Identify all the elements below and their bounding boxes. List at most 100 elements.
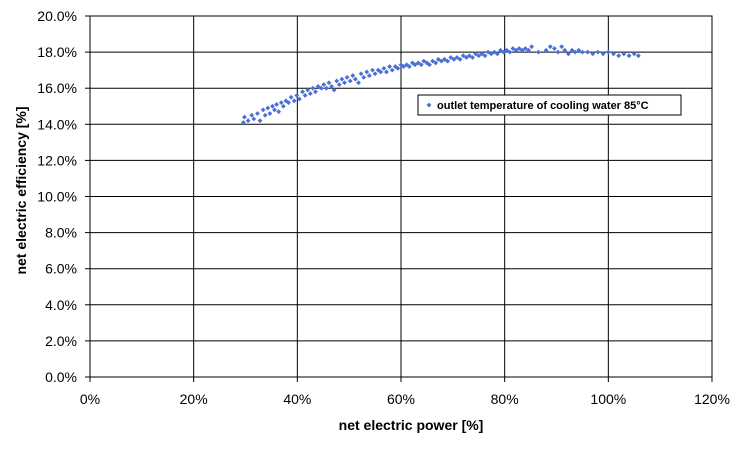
data-point	[580, 49, 585, 55]
y-tick-label: 18.0%	[37, 44, 77, 60]
y-tick-label: 4.0%	[45, 297, 77, 313]
y-tick-label: 14.0%	[37, 116, 77, 132]
data-point	[507, 49, 513, 55]
data-point	[463, 55, 469, 60]
data-point	[242, 114, 247, 120]
data-point	[334, 78, 340, 84]
y-tick-label: 0.0%	[45, 369, 77, 385]
data-point	[516, 46, 522, 51]
data-point	[448, 55, 454, 60]
data-point	[569, 47, 575, 53]
data-point	[398, 62, 404, 68]
data-point	[267, 111, 273, 116]
data-point	[370, 67, 375, 73]
data-point	[356, 80, 361, 86]
y-axis-title: net electric efficiency [%]	[13, 106, 29, 274]
data-point	[605, 49, 611, 55]
y-tick-label: 20.0%	[37, 8, 77, 24]
data-point	[626, 53, 632, 59]
data-point	[329, 83, 334, 89]
data-point	[260, 107, 266, 113]
data-point	[283, 98, 289, 104]
data-point	[364, 69, 370, 75]
data-point	[404, 62, 410, 68]
data-point	[358, 71, 364, 77]
data-point	[415, 60, 421, 66]
data-point	[286, 100, 291, 106]
data-point	[350, 73, 356, 78]
x-axis-title: net electric power [%]	[339, 417, 484, 433]
data-point	[631, 51, 637, 57]
data-point	[313, 89, 318, 95]
data-point	[410, 60, 415, 66]
data-point	[276, 109, 282, 115]
data-point	[451, 56, 457, 62]
data-point	[488, 51, 494, 57]
data-point	[305, 87, 311, 93]
y-tick-label: 2.0%	[45, 333, 77, 349]
data-point	[482, 53, 488, 59]
data-point	[318, 85, 324, 91]
data-point	[387, 64, 392, 69]
data-point	[331, 87, 337, 93]
data-point	[297, 96, 302, 102]
data-point	[460, 53, 466, 59]
y-axis-ticks: 0.0% 2.0% 4.0% 6.0% 8.0% 10.0% 12.0% 14.0% 16.0%…	[37, 8, 90, 385]
y-tick-label: 16.0%	[37, 80, 77, 96]
data-point	[430, 58, 436, 64]
data-point	[280, 103, 286, 109]
data-point	[435, 56, 441, 62]
data-point	[401, 64, 406, 69]
x-tick-label: 60%	[387, 391, 415, 407]
data-point	[501, 49, 507, 55]
data-point	[513, 47, 519, 53]
data-point	[504, 47, 510, 53]
data-point	[272, 107, 277, 113]
data-point	[491, 49, 497, 55]
data-point	[547, 44, 553, 50]
data-point	[473, 51, 479, 57]
grid	[89, 15, 713, 378]
data-point	[300, 89, 305, 95]
data-point	[395, 65, 401, 71]
data-point	[467, 53, 472, 59]
legend-marker	[426, 102, 432, 108]
data-point	[418, 62, 424, 68]
data-point	[498, 47, 503, 53]
data-point	[470, 55, 475, 60]
data-point	[535, 49, 541, 55]
y-tick-label: 10.0%	[37, 189, 77, 205]
data-point	[600, 51, 606, 57]
data-point	[288, 94, 294, 100]
data-point	[427, 62, 432, 68]
data-point	[384, 69, 389, 75]
data-point	[442, 56, 447, 62]
data-point	[245, 118, 251, 124]
data-point	[510, 46, 516, 51]
data-point	[523, 46, 528, 51]
data-point	[294, 93, 300, 98]
data-point	[585, 49, 590, 55]
data-point	[552, 46, 557, 51]
data-point	[454, 55, 460, 60]
data-point	[392, 64, 398, 69]
data-point	[445, 58, 451, 64]
data-point	[361, 74, 367, 80]
x-tick-label: 0%	[80, 391, 100, 407]
data-point	[555, 49, 561, 55]
data-point	[291, 98, 297, 104]
data-point	[307, 91, 313, 97]
data-point	[572, 49, 578, 55]
data-point	[495, 51, 500, 57]
data-point	[433, 60, 439, 66]
data-point	[310, 85, 316, 91]
legend-box	[417, 94, 682, 116]
data-point	[457, 56, 463, 62]
data-point	[372, 71, 378, 77]
legend-label: outlet temperature of cooling water 85°C	[437, 100, 649, 112]
data-point	[265, 105, 271, 111]
data-point	[389, 67, 395, 73]
x-tick-label: 40%	[283, 391, 311, 407]
